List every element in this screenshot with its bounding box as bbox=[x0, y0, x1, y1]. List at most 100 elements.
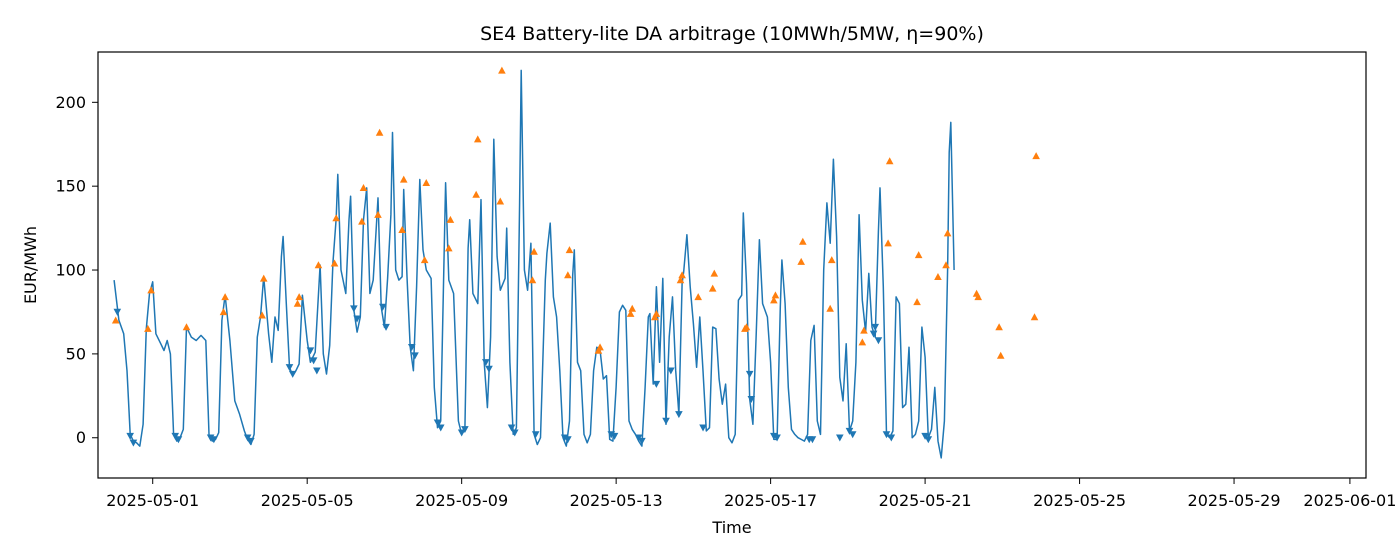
x-tick-label: 2025-05-09 bbox=[415, 491, 508, 510]
charge-marker bbox=[411, 352, 419, 360]
charge-marker bbox=[407, 343, 416, 351]
charge-marker bbox=[747, 395, 756, 403]
discharge-marker bbox=[860, 326, 868, 334]
discharge-marker bbox=[565, 246, 574, 254]
charge-marker bbox=[652, 380, 661, 388]
discharge-marker bbox=[472, 190, 480, 198]
discharge-marker bbox=[652, 309, 661, 317]
x-axis-label: Time bbox=[711, 518, 751, 537]
discharge-markers bbox=[111, 66, 1040, 359]
discharge-marker bbox=[398, 225, 406, 233]
x-tick-label: 2025-05-25 bbox=[1033, 491, 1126, 510]
discharge-marker bbox=[596, 343, 604, 351]
discharge-marker bbox=[528, 276, 537, 284]
discharge-marker bbox=[942, 261, 950, 269]
discharge-marker bbox=[111, 316, 120, 324]
discharge-marker bbox=[314, 261, 323, 269]
discharge-marker bbox=[293, 299, 302, 307]
discharge-marker bbox=[676, 276, 685, 284]
charge-marker bbox=[433, 419, 442, 427]
charge-marker bbox=[382, 323, 390, 331]
discharge-marker bbox=[797, 257, 805, 265]
chart-title: SE4 Battery-lite DA arbitrage (10MWh/5MW… bbox=[480, 23, 984, 45]
charge-marker bbox=[531, 431, 540, 439]
charge-marker bbox=[773, 434, 781, 442]
y-tick-label: 0 bbox=[76, 428, 86, 447]
discharge-marker bbox=[943, 229, 952, 237]
discharge-marker bbox=[799, 237, 807, 245]
y-tick-label: 50 bbox=[66, 344, 86, 363]
charge-marker bbox=[306, 347, 315, 355]
charge-marker bbox=[699, 424, 707, 432]
charge-marker bbox=[210, 436, 218, 444]
charge-marker bbox=[379, 303, 387, 311]
axes-background bbox=[98, 52, 1366, 478]
charge-marker bbox=[129, 439, 138, 447]
charge-marker bbox=[350, 305, 358, 313]
discharge-marker bbox=[885, 157, 894, 165]
charge-markers bbox=[113, 303, 933, 447]
discharge-marker bbox=[147, 286, 155, 294]
y-axis: 0 50 100 150 200 bbox=[55, 93, 98, 447]
discharge-marker bbox=[694, 293, 703, 301]
charge-marker bbox=[353, 315, 361, 323]
charge-marker bbox=[174, 436, 183, 444]
charge-marker bbox=[510, 429, 519, 437]
y-axis-label: EUR/MWh bbox=[21, 226, 40, 304]
discharge-marker bbox=[996, 351, 1005, 359]
discharge-marker bbox=[1032, 152, 1040, 160]
price-series bbox=[113, 69, 955, 459]
charge-marker bbox=[285, 364, 294, 372]
x-tick-label: 2025-05-13 bbox=[570, 491, 663, 510]
discharge-marker bbox=[884, 239, 892, 247]
discharge-marker bbox=[742, 323, 751, 331]
charge-marker bbox=[675, 411, 683, 419]
y-tick-label: 100 bbox=[55, 261, 86, 280]
charge-marker bbox=[113, 308, 122, 316]
charge-marker bbox=[745, 370, 754, 378]
charge-marker bbox=[836, 434, 844, 442]
y-tick-label: 150 bbox=[55, 177, 86, 196]
discharge-marker bbox=[564, 271, 572, 279]
charge-marker bbox=[662, 417, 670, 425]
charge-marker bbox=[461, 426, 469, 434]
discharge-marker bbox=[144, 324, 152, 332]
charge-marker bbox=[247, 437, 255, 445]
discharge-marker bbox=[332, 214, 340, 222]
price-line bbox=[113, 69, 955, 459]
charge-marker bbox=[436, 424, 445, 432]
charge-marker bbox=[808, 436, 817, 444]
charge-marker bbox=[309, 357, 318, 365]
discharge-marker bbox=[708, 284, 717, 292]
discharge-marker bbox=[1030, 313, 1039, 321]
plot-area bbox=[97, 51, 1367, 479]
discharge-marker bbox=[827, 256, 836, 264]
discharge-marker bbox=[496, 197, 505, 205]
axes-frame bbox=[97, 51, 1367, 479]
discharge-marker bbox=[221, 293, 229, 301]
charge-marker bbox=[874, 337, 883, 345]
discharge-marker bbox=[974, 293, 982, 301]
charge-marker bbox=[126, 432, 134, 440]
x-tick-label: 2025-05-05 bbox=[261, 491, 354, 510]
discharge-marker bbox=[259, 274, 268, 282]
charge-marker bbox=[288, 370, 297, 378]
y-tick-label: 200 bbox=[55, 93, 86, 112]
charge-marker bbox=[610, 432, 619, 440]
charge-marker bbox=[457, 429, 466, 437]
discharge-marker bbox=[330, 259, 339, 267]
x-tick-label: 2025-05-21 bbox=[879, 491, 972, 510]
x-axis: 2025-05-01 2025-05-05 2025-05-09 2025-05-13… bbox=[106, 478, 1396, 510]
charge-marker bbox=[887, 434, 896, 442]
discharge-marker bbox=[359, 184, 368, 192]
discharge-marker bbox=[995, 323, 1003, 331]
x-tick-label: 2025-06-01 bbox=[1303, 491, 1396, 510]
discharge-marker bbox=[826, 304, 834, 312]
discharge-marker bbox=[420, 256, 429, 264]
discharge-marker bbox=[473, 135, 482, 143]
discharge-marker bbox=[182, 323, 191, 331]
discharge-marker bbox=[444, 244, 453, 252]
charge-marker bbox=[564, 436, 572, 444]
charge-marker bbox=[638, 437, 646, 445]
discharge-marker bbox=[358, 217, 366, 225]
